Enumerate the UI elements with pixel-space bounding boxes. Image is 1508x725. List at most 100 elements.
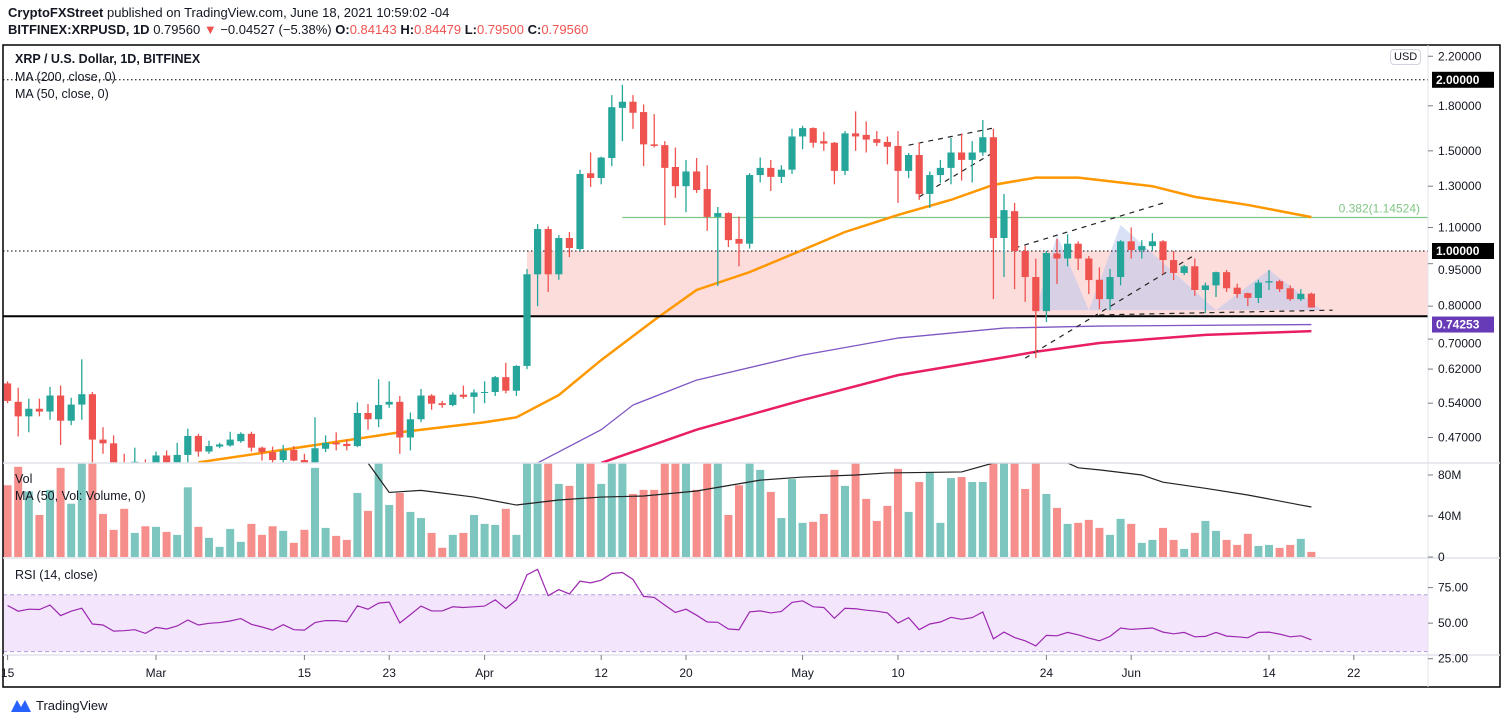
candle[interactable]	[534, 224, 542, 307]
candle[interactable]	[968, 141, 976, 183]
candle[interactable]	[735, 216, 743, 267]
candle[interactable]	[1138, 240, 1146, 259]
candle[interactable]	[1180, 264, 1188, 276]
candle[interactable]	[1307, 292, 1315, 308]
candle[interactable]	[300, 453, 308, 468]
candle[interactable]	[258, 446, 266, 461]
candle[interactable]	[544, 226, 552, 293]
legend-rsi[interactable]: RSI (14, close)	[15, 568, 98, 582]
candle[interactable]	[1085, 255, 1093, 295]
candle[interactable]	[375, 379, 383, 428]
candle[interactable]	[237, 432, 245, 443]
candle[interactable]	[693, 158, 701, 193]
candle[interactable]	[205, 440, 213, 454]
candle[interactable]	[290, 446, 298, 462]
publisher-name[interactable]: CryptoFXStreet	[8, 5, 104, 20]
candle[interactable]	[1053, 238, 1061, 284]
candle[interactable]	[449, 392, 457, 407]
price-pane[interactable]: 0.382(1.14524)	[3, 79, 1428, 472]
candle[interactable]	[671, 147, 679, 198]
candle[interactable]	[682, 159, 690, 213]
candle[interactable]	[1223, 269, 1231, 293]
candle[interactable]	[1286, 285, 1294, 301]
candle[interactable]	[35, 398, 43, 417]
candle[interactable]	[25, 398, 33, 433]
candle[interactable]	[862, 121, 870, 153]
candle[interactable]	[396, 395, 404, 454]
candle[interactable]	[777, 165, 785, 183]
candle[interactable]	[173, 442, 181, 468]
candle[interactable]	[926, 171, 934, 209]
candle[interactable]	[1233, 283, 1241, 298]
candle[interactable]	[67, 397, 75, 426]
candle[interactable]	[555, 234, 563, 280]
candle[interactable]	[1042, 251, 1050, 323]
candle[interactable]	[576, 169, 584, 251]
candle[interactable]	[1021, 246, 1029, 302]
candle[interactable]	[989, 128, 997, 300]
candle[interactable]	[820, 131, 828, 151]
candle[interactable]	[110, 435, 118, 471]
candle[interactable]	[131, 447, 139, 472]
candle[interactable]	[936, 159, 944, 183]
candle[interactable]	[99, 427, 107, 454]
candle[interactable]	[830, 141, 838, 185]
candle[interactable]	[406, 412, 414, 451]
candle[interactable]	[14, 387, 22, 437]
candle[interactable]	[1148, 233, 1156, 251]
candle[interactable]	[184, 428, 192, 466]
candle[interactable]	[1191, 258, 1199, 296]
candle[interactable]	[1297, 289, 1305, 301]
candle[interactable]	[269, 446, 277, 469]
candle[interactable]	[141, 459, 149, 471]
candle[interactable]	[905, 153, 913, 179]
candle[interactable]	[661, 141, 669, 226]
candle[interactable]	[915, 142, 923, 200]
candle[interactable]	[470, 389, 478, 414]
candle[interactable]	[1011, 202, 1019, 290]
candle[interactable]	[1265, 269, 1273, 290]
candle[interactable]	[459, 385, 467, 399]
candle[interactable]	[1106, 268, 1114, 311]
candle[interactable]	[4, 381, 12, 404]
trendline[interactable]	[1024, 254, 1196, 359]
candle[interactable]	[1095, 267, 1103, 310]
candle[interactable]	[1244, 292, 1252, 307]
footer-brand[interactable]: TradingView	[10, 697, 108, 713]
candle[interactable]	[343, 439, 351, 451]
candle[interactable]	[1212, 271, 1220, 298]
candle[interactable]	[597, 156, 605, 185]
candle[interactable]	[78, 359, 86, 420]
candle[interactable]	[873, 131, 881, 146]
candle[interactable]	[1170, 251, 1178, 281]
legend-title[interactable]: XRP / U.S. Dollar, 1D, BITFINEX	[15, 52, 201, 66]
candle[interactable]	[512, 365, 520, 396]
candle[interactable]	[640, 104, 648, 167]
candle[interactable]	[385, 381, 393, 408]
candle[interactable]	[216, 442, 224, 449]
candle[interactable]	[883, 136, 891, 165]
candle[interactable]	[958, 133, 966, 181]
candle[interactable]	[46, 386, 54, 420]
candle[interactable]	[629, 95, 637, 129]
candle[interactable]	[714, 206, 722, 286]
candle[interactable]	[438, 400, 446, 408]
candle[interactable]	[1064, 234, 1072, 267]
volume-pane[interactable]	[3, 463, 1316, 557]
legend-volume-ma[interactable]: MA (50, Vol: Volume, 0)	[15, 489, 146, 503]
candle[interactable]	[1201, 282, 1209, 314]
candle[interactable]	[332, 432, 340, 451]
candle[interactable]	[587, 152, 595, 187]
candle[interactable]	[226, 431, 234, 447]
candle[interactable]	[1074, 241, 1082, 270]
candle[interactable]	[311, 417, 319, 468]
candle[interactable]	[322, 435, 330, 453]
candle[interactable]	[767, 159, 775, 191]
candle[interactable]	[947, 138, 955, 185]
candle[interactable]	[618, 84, 626, 142]
candle[interactable]	[1127, 227, 1135, 259]
trendline[interactable]	[1099, 309, 1333, 316]
candle[interactable]	[799, 125, 807, 150]
candle[interactable]	[979, 119, 987, 156]
candle[interactable]	[724, 212, 732, 248]
